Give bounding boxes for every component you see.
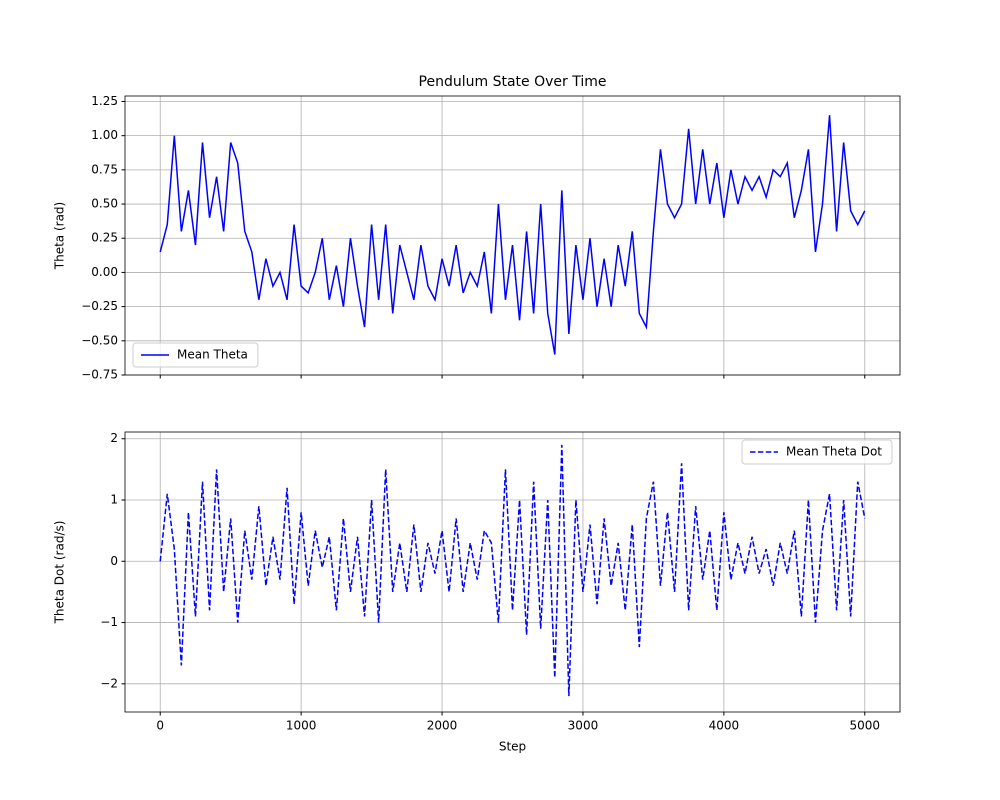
x-tick-label: 1000 [286,719,317,733]
y-tick-label: −0.25 [81,299,118,313]
legend-label: Mean Theta [177,348,248,362]
x-axis-label: Step [499,740,526,754]
y-tick-label: 0.25 [91,231,118,245]
x-tick-label: 0 [156,719,164,733]
axes-frame [124,431,901,713]
y-tick-label: 1.00 [91,128,118,142]
legend-label: Mean Theta Dot [786,445,882,459]
data-line [159,444,866,697]
x-tick-label: 2000 [427,719,458,733]
y-tick-label: −0.50 [81,333,118,347]
y-axis-label: Theta Dot (rad/s) [53,521,67,625]
y-tick-label: −2 [100,676,118,690]
y-tick-label: −0.75 [81,368,118,382]
x-tick-label: 4000 [709,719,740,733]
chart-title: Pendulum State Over Time [419,74,607,90]
y-tick-label: 0.75 [91,162,118,176]
x-tick-label: 5000 [849,719,880,733]
axes-frame [124,95,901,376]
y-tick-label: −1 [100,615,118,629]
y-tick-label: 2 [110,431,118,445]
y-tick-label: 0.00 [91,265,118,279]
legend: Mean Theta Dot [741,439,893,465]
y-tick-label: 1 [110,493,118,507]
y-tick-label: 0.50 [91,197,118,211]
y-axis-label: Theta (rad) [53,202,67,270]
y-tick-label: 0 [110,554,118,568]
legend-box [741,439,893,465]
x-tick-label: 3000 [568,719,599,733]
legend-box [132,342,259,368]
legend: Mean Theta [132,342,259,368]
y-tick-label: 1.25 [91,94,118,108]
data-line [159,115,866,355]
